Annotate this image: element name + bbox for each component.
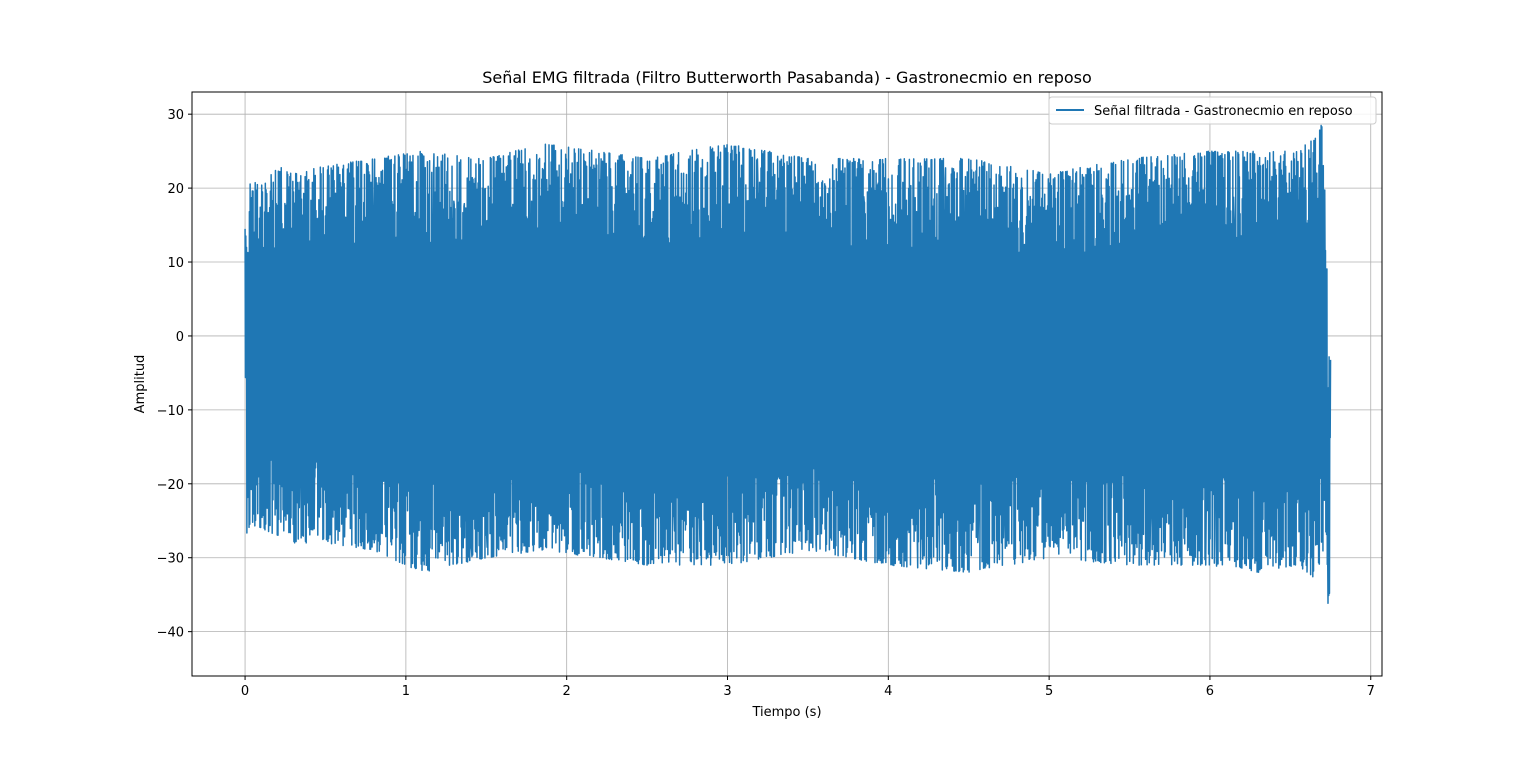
x-tick-label: 4 <box>884 684 892 699</box>
signal-line <box>244 124 1332 605</box>
x-axis-label: Tiempo (s) <box>751 705 821 720</box>
y-tick-label: 20 <box>167 182 184 197</box>
y-tick-label: −20 <box>157 478 184 493</box>
y-tick-label: 30 <box>167 108 184 123</box>
y-tick-label: 10 <box>167 256 184 271</box>
x-tick-label: 5 <box>1045 684 1053 699</box>
x-tick-label: 1 <box>402 684 410 699</box>
y-axis-label: Amplitud <box>133 355 148 414</box>
y-tick-label: −30 <box>157 552 184 567</box>
legend: Señal filtrada - Gastronecmio en reposo <box>1048 96 1377 125</box>
x-tick-label: 6 <box>1206 684 1214 699</box>
x-tick-label: 2 <box>563 684 571 699</box>
legend-label: Señal filtrada - Gastronecmio en reposo <box>1094 104 1353 119</box>
legend-box <box>1048 96 1377 125</box>
x-tick-label: 0 <box>241 684 249 699</box>
signal-series <box>244 124 1332 605</box>
y-tick-label: −10 <box>157 404 184 419</box>
plot-area-frame <box>191 91 1383 677</box>
y-tick-label: −40 <box>157 626 184 641</box>
y-tick-label: 0 <box>176 330 184 345</box>
x-tick-label: 3 <box>723 684 731 699</box>
chart-title: Señal EMG filtrada (Filtro Butterworth P… <box>482 68 1092 87</box>
x-tick-label: 7 <box>1367 684 1375 699</box>
axis-ticks: 0 1 2 3 4 5 6 7 30 20 10 0 −10 −20 −30 −40 <box>157 108 1375 699</box>
